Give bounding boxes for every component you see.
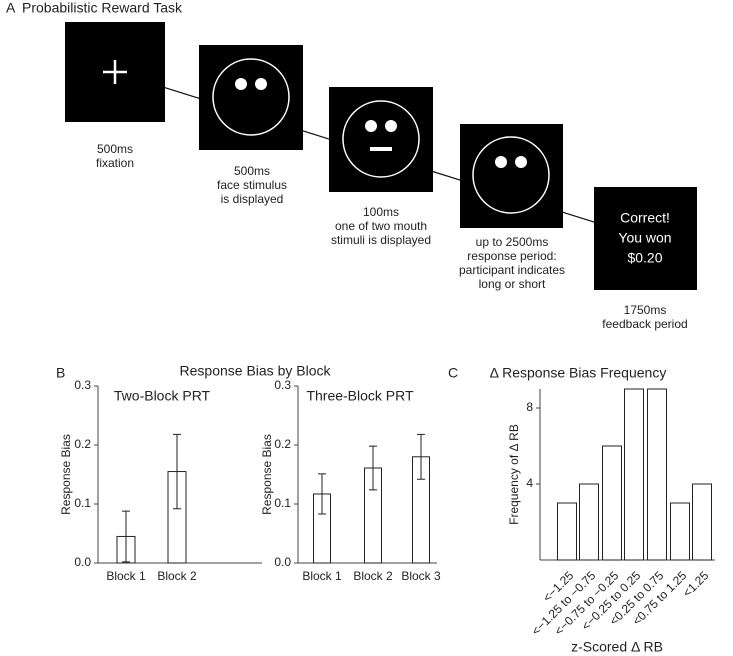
caption: is displayed <box>221 192 284 206</box>
y-tick-label: 0.2 <box>74 437 91 451</box>
caption: one of two mouth <box>335 219 427 233</box>
face <box>212 58 290 136</box>
fixation-cross <box>103 60 127 84</box>
face <box>342 100 420 178</box>
y-axis-label: Response Bias <box>59 434 73 515</box>
caption: long or short <box>479 277 546 291</box>
bar <box>670 502 690 561</box>
bar <box>624 388 644 561</box>
face <box>472 136 550 214</box>
caption: face stimulus <box>217 178 287 192</box>
panel-label: A <box>6 0 16 16</box>
chart-title: Two-Block PRT <box>114 388 211 404</box>
x-tick-label: Block 1 <box>302 569 342 583</box>
screen <box>199 45 303 150</box>
feedback-text: Correct! <box>620 210 670 226</box>
bar <box>692 483 712 561</box>
y-axis-label: Frequency of Δ RB <box>507 424 521 525</box>
caption: feedback period <box>602 317 687 331</box>
caption: up to 2500ms <box>476 235 549 249</box>
caption: 1750ms <box>624 303 667 317</box>
feedback-text: You won <box>618 230 671 246</box>
panel-label: C <box>448 365 458 381</box>
panel-title: Probabilistic Reward Task <box>22 0 183 16</box>
feedback-text: $0.20 <box>627 250 662 266</box>
error-bar <box>173 433 181 510</box>
caption: response period: <box>467 249 556 263</box>
x-tick-label: <1.25 <box>680 568 712 600</box>
bar <box>557 502 577 561</box>
y-tick-label: 0.1 <box>274 496 291 510</box>
error-bar <box>369 445 377 491</box>
bar <box>647 388 667 561</box>
panel-title: Response Bias by Block <box>180 363 332 379</box>
task-diagram <box>65 22 697 290</box>
screen <box>594 187 697 290</box>
y-tick-label: 8 <box>526 400 533 414</box>
x-tick-label: Block 2 <box>157 569 197 583</box>
caption: 100ms <box>363 205 399 219</box>
x-tick-label: Block 1 <box>106 569 146 583</box>
panel-label: B <box>56 365 65 381</box>
chart-title: Δ Response Bias Frequency <box>490 365 667 381</box>
caption: fixation <box>96 156 134 170</box>
chart-title: Three-Block PRT <box>306 388 414 404</box>
y-tick-label: 0.3 <box>274 378 291 392</box>
error-bar <box>417 433 425 480</box>
x-axis-label: z-Scored Δ RB <box>571 639 663 655</box>
y-tick-label: 0.0 <box>274 555 291 569</box>
error-bar <box>122 510 130 563</box>
screen <box>329 87 433 192</box>
x-tick-label: Block 3 <box>401 569 441 583</box>
y-tick-label: 0.1 <box>74 496 91 510</box>
error-bar <box>318 473 326 515</box>
y-tick-label: 0.3 <box>74 378 91 392</box>
screen <box>460 124 563 228</box>
x-tick-label: Block 2 <box>353 569 393 583</box>
caption: stimuli is displayed <box>331 233 431 247</box>
caption: 500ms <box>234 164 270 178</box>
y-tick-label: 0.0 <box>74 555 91 569</box>
y-axis-label: Response Bias <box>260 434 274 515</box>
y-tick-label: 0.2 <box>274 437 291 451</box>
bar <box>602 445 622 561</box>
y-tick-label: 4 <box>526 476 533 490</box>
bar <box>579 483 599 561</box>
caption: 500ms <box>97 142 133 156</box>
caption: participant indicates <box>459 263 565 277</box>
